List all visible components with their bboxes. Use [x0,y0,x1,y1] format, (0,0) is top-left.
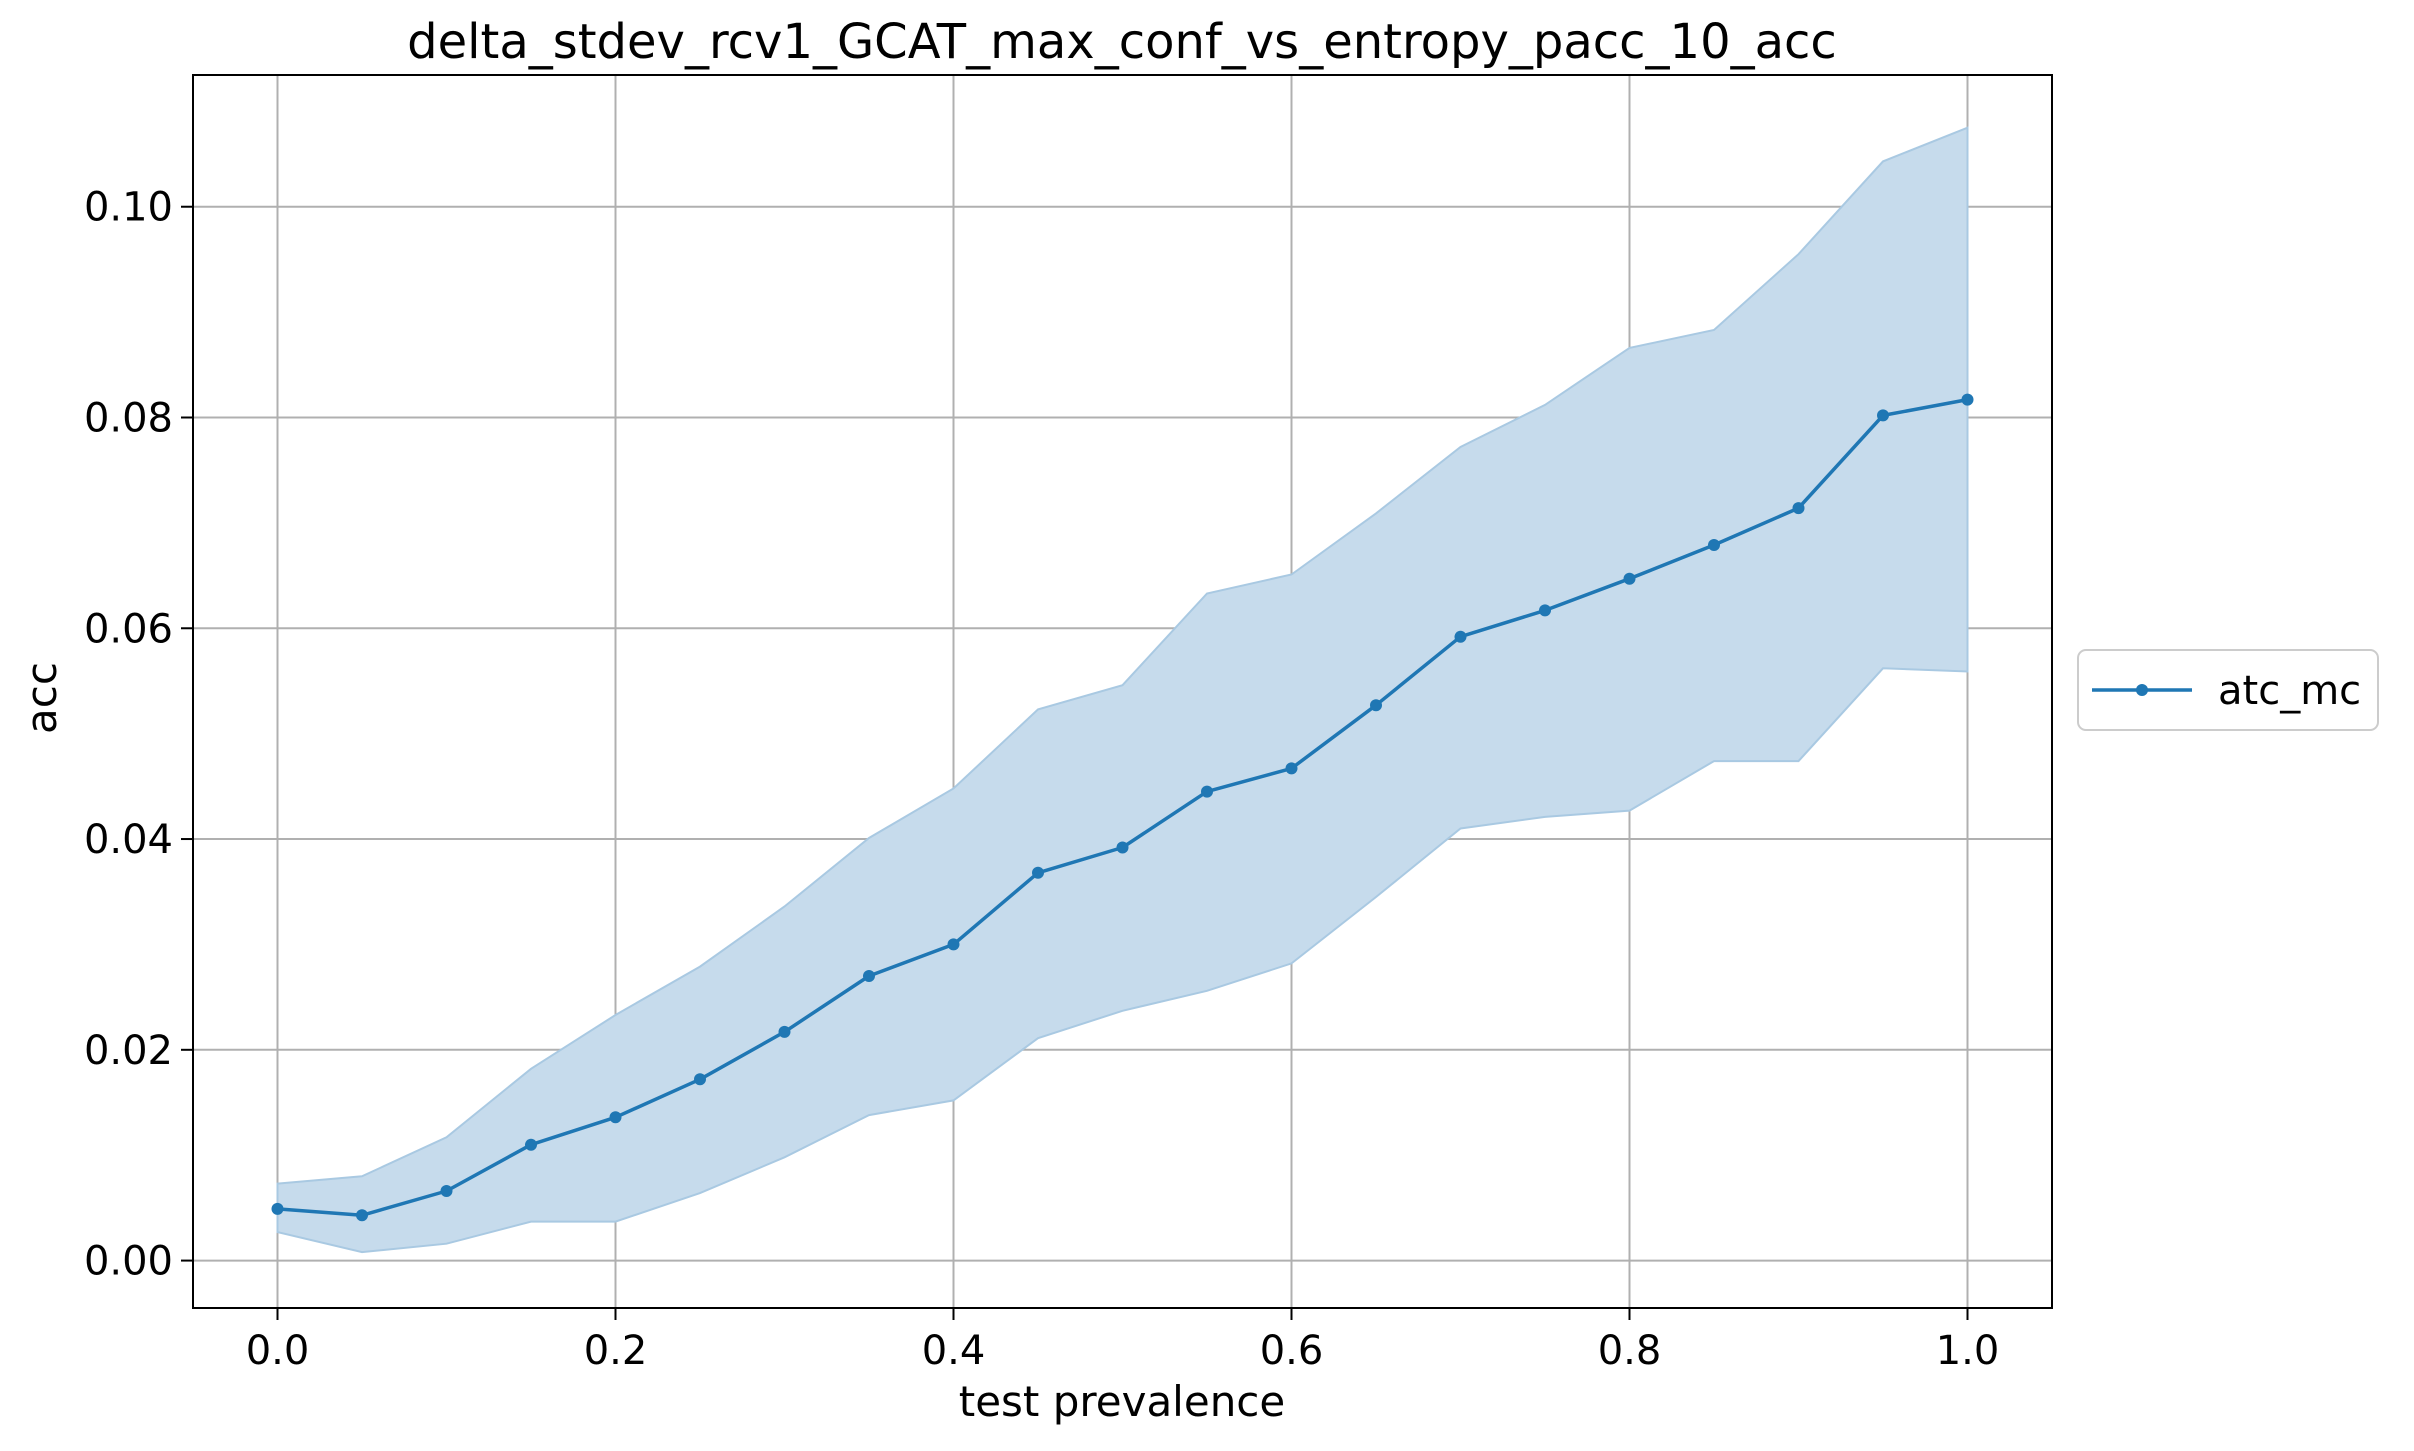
data-point [1877,409,1889,422]
data-point [609,1111,622,1124]
data-point [525,1138,537,1151]
data-point [947,938,960,951]
data-point [1201,785,1213,798]
y-axis-label: acc [17,662,66,734]
x-tick-label: 0.2 [584,1328,648,1374]
data-point [778,1025,791,1038]
data-point [1454,630,1467,643]
y-tick-label: 0.02 [84,1028,173,1074]
data-point [1285,762,1298,775]
x-axis-label: test prevalence [959,1377,1286,1426]
data-point [1961,393,1974,406]
data-point [1539,604,1551,617]
data-point [271,1202,284,1215]
data-point [440,1185,453,1197]
series-marker-layer [271,393,1974,1222]
x-tick-label: 0.4 [922,1328,986,1374]
legend: atc_mc [2077,649,2379,731]
x-tick-label: 0.8 [1598,1328,1662,1374]
data-point [1623,572,1636,585]
y-tick-label: 0.06 [84,606,173,652]
y-tick-label: 0.08 [84,396,173,442]
data-point [1370,699,1382,712]
data-point [1708,539,1720,551]
chart-title: delta_stdev_rcv1_GCAT_max_conf_vs_entrop… [407,14,1837,70]
x-tick-label: 0.0 [246,1328,310,1374]
data-point [694,1073,706,1086]
data-point [356,1209,368,1222]
y-tick-label: 0.00 [84,1239,173,1285]
legend-frame [2077,649,2379,731]
legend-swatch-marker [2136,684,2148,696]
data-point [1032,866,1044,879]
y-tick-label: 0.04 [84,817,173,863]
y-axis-ticks: 0.00 0.02 0.04 0.06 0.08 0.10 [84,185,193,1285]
legend-label: atc_mc [2218,668,2361,714]
plot-frame [192,74,2053,1309]
confidence-band-layer [276,126,1969,1254]
y-tick-label: 0.10 [84,185,173,231]
x-tick-label: 1.0 [1936,1328,2000,1374]
data-point [863,970,875,982]
data-point [1792,502,1805,515]
data-point [1116,841,1129,854]
x-axis-ticks: 0.0 0.2 0.4 0.6 0.8 1.0 [246,1308,2000,1374]
x-tick-label: 0.6 [1260,1328,1324,1374]
confidence-band [276,126,1969,1254]
